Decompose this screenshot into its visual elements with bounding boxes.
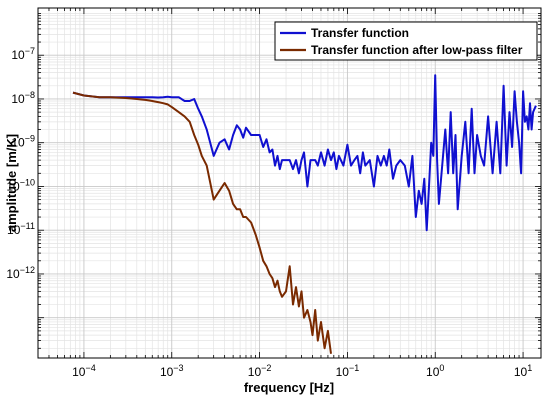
y-axis-label: amplitude [m/K] [4,134,19,232]
x-tick-label: 10−4 [72,363,96,379]
axis-ticks [37,8,541,358]
x-tick-labels: 10−4 10−3 10−2 10−1 100 101 [72,363,532,379]
y-tick-label: 10−8 [11,90,35,106]
x-axis-label: frequency [Hz] [244,380,334,395]
legend: Transfer function Transfer function afte… [274,21,538,61]
y-tick-labels: 10−12 10−11 10−10 10−9 10−8 10−7 [6,46,35,281]
series-layer [72,74,537,354]
x-tick-label: 10−2 [248,363,272,379]
plot-frame [37,7,542,359]
y-tick-label: 10−7 [11,46,35,62]
legend-label-transfer-function: Transfer function [311,26,409,40]
y-tick-label: 10−11 [7,221,35,237]
x-tick-label: 10−1 [336,363,360,379]
x-tick-label: 10−3 [160,363,184,379]
x-tick-label: 101 [514,363,532,379]
y-tick-label: 10−10 [6,177,35,193]
legend-box [274,21,538,61]
series-line-transfer-function [72,74,537,232]
minor-gridlines [37,8,541,358]
legend-label-low-pass: Transfer function after low-pass filter [311,43,523,57]
series-line-low-pass [72,91,332,354]
x-tick-label: 100 [426,363,444,379]
y-tick-label: 10−9 [11,134,35,150]
y-tick-label: 10−12 [6,265,35,281]
